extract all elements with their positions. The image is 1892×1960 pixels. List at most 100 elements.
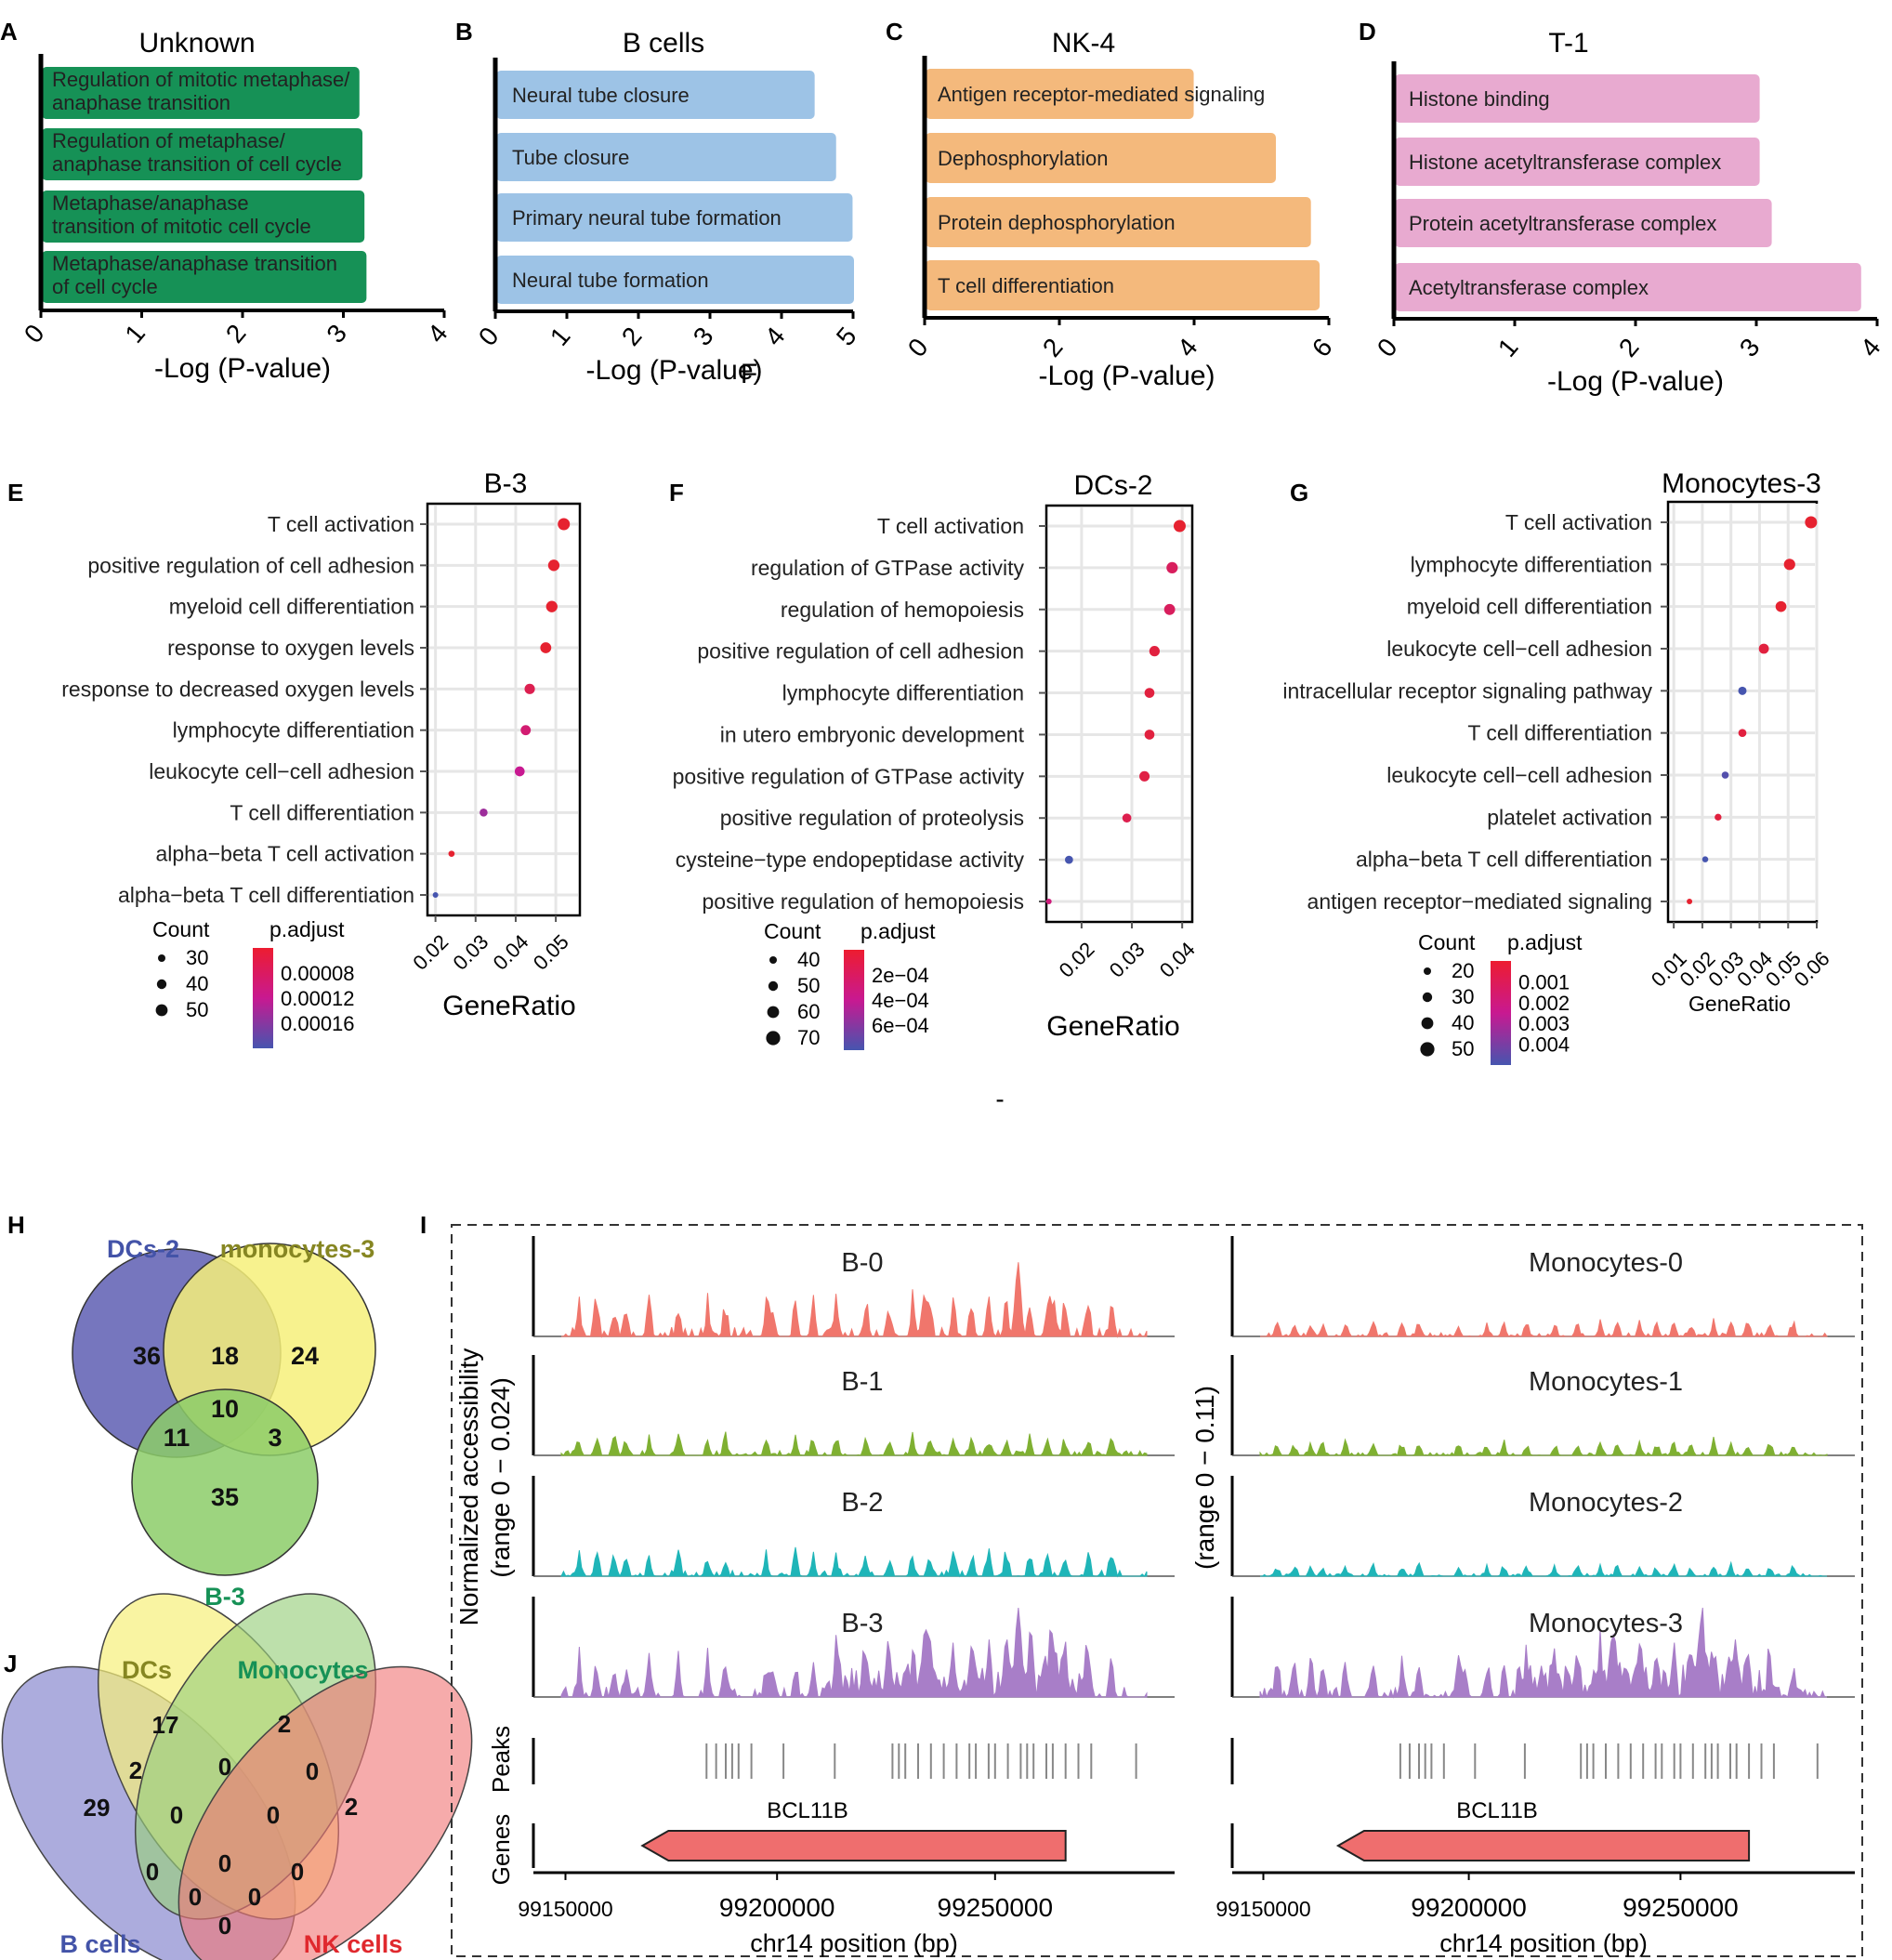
count-legend-label: 40	[797, 948, 820, 971]
dot	[1738, 686, 1747, 695]
count-legend-dot	[1424, 967, 1431, 975]
track-label: Monocytes-1	[1529, 1367, 1683, 1397]
track-left-0: B-0	[532, 1236, 1175, 1338]
count-legend-label: 30	[186, 946, 208, 969]
chart-title: NK-4	[1052, 28, 1115, 59]
dot	[1783, 559, 1795, 571]
count-legend-label: 30	[1452, 985, 1474, 1008]
coverage-area	[1260, 1318, 1828, 1338]
gene-arrow	[1335, 1830, 1751, 1861]
dot	[545, 600, 558, 612]
bar	[926, 133, 1276, 183]
venn-label: DCs	[122, 1656, 172, 1684]
bar	[496, 133, 836, 181]
dot	[1045, 899, 1052, 904]
color-legend-label: 6e−04	[872, 1014, 929, 1037]
count-legend: Count 30 40 50	[152, 917, 210, 1021]
category-label: response to decreased oxygen levels	[61, 677, 414, 701]
dot	[1758, 643, 1769, 654]
x-tick-label: 2	[616, 322, 648, 351]
category-label: lymphocyte differentiation	[782, 681, 1024, 705]
dot	[1139, 770, 1150, 782]
dot	[1701, 856, 1709, 862]
panel-letter-b: B	[455, 18, 473, 46]
category-label: platelet activation	[1487, 805, 1652, 829]
x-tick-label: 2	[220, 319, 252, 349]
count-legend-label: 70	[797, 1026, 820, 1049]
category-label: lymphocyte differentiation	[173, 718, 414, 743]
bar-label: Dephosphorylation	[938, 147, 1108, 170]
panel-letter-g: G	[1290, 479, 1308, 506]
x-tick-label: 1	[1492, 333, 1524, 362]
dot-chart-g: Monocytes-3 T cell activation lymphocyte d…	[1282, 468, 1834, 1065]
bar-label: transition of mitotic cell cycle	[52, 215, 311, 238]
color-legend-label: 2e−04	[872, 964, 929, 987]
coverage-area	[1259, 1437, 1828, 1457]
peaks-label: Peaks	[487, 1726, 515, 1793]
count-legend-label: 40	[1452, 1011, 1474, 1034]
coverage-area	[1259, 1607, 1827, 1699]
count-legend-label: 60	[797, 1000, 820, 1023]
category-label: regulation of hemopoiesis	[781, 598, 1024, 622]
bar	[1395, 138, 1760, 186]
track-label: Monocytes-2	[1529, 1488, 1683, 1518]
color-legend-title: p.adjust	[269, 917, 345, 941]
panel-letter-f: F	[669, 479, 684, 506]
track-right-2: Monocytes-2	[1230, 1476, 1855, 1577]
bar	[496, 256, 854, 304]
x-tick-label: 5	[831, 322, 862, 351]
color-legend-title: p.adjust	[1507, 930, 1583, 954]
category-label: positive regulation of proteolysis	[720, 806, 1024, 830]
panel-letter-d: D	[1359, 18, 1376, 46]
dot	[1687, 899, 1693, 904]
venn-count: 11	[164, 1424, 191, 1452]
venn-count: 35	[211, 1483, 239, 1511]
bar-label: Neural tube closure	[512, 84, 690, 107]
dot	[524, 683, 535, 694]
dot	[1775, 600, 1787, 612]
count-legend: Count 20 30 40 50	[1418, 930, 1476, 1060]
category-label: alpha−beta T cell activation	[155, 842, 414, 866]
x-tick-label: 0.03	[449, 930, 493, 975]
bar-chart-a: Unknown Regulation of mitotic metaphase/a…	[19, 28, 453, 384]
color-bar	[253, 948, 273, 1048]
x-axis-label: -Log (P-value)	[1547, 366, 1724, 397]
bar-label: Regulation of mitotic metaphase/	[52, 68, 350, 91]
x-tick-label: 4	[1855, 333, 1886, 362]
dot	[1805, 516, 1818, 529]
gene-name: BCL11B	[1456, 1798, 1538, 1823]
venn-count: 0	[146, 1858, 159, 1886]
x-axis-label: -Log (P-value)	[1038, 361, 1215, 391]
category-label: alpha−beta T cell differentiation	[1356, 848, 1652, 872]
color-legend-label: 0.00008	[281, 962, 355, 985]
x-tick-label: 2	[1613, 333, 1645, 362]
dot	[558, 518, 571, 531]
plot-panel	[1045, 504, 1194, 924]
bar-label: of cell cycle	[52, 275, 158, 298]
bar-label: Histone binding	[1409, 87, 1550, 111]
category-label: leukocyte cell−cell adhesion	[149, 759, 414, 783]
track-label: B-0	[841, 1248, 883, 1278]
count-legend-title: Count	[1418, 930, 1476, 954]
category-label: T cell activation	[877, 514, 1024, 538]
count-legend-dot	[155, 1004, 168, 1017]
stray-marks: F-	[741, 359, 1005, 1113]
category-label: intracellular receptor signaling pathway	[1282, 678, 1652, 703]
count-legend-dot	[1422, 992, 1433, 1003]
bar	[42, 128, 363, 180]
panel-letters: A B C D E F G H I J	[0, 18, 1376, 1677]
color-legend-label: 0.004	[1518, 1033, 1570, 1057]
dot	[1715, 813, 1722, 822]
count-legend-label: 50	[797, 974, 820, 997]
venn-count: 18	[211, 1342, 239, 1370]
bar	[42, 251, 367, 303]
dot	[540, 642, 552, 653]
gene-name: BCL11B	[767, 1798, 848, 1823]
track-label: Monocytes-0	[1529, 1248, 1683, 1278]
x-tick-label: 99150000	[1215, 1897, 1310, 1921]
bar-label: Metaphase/anaphase	[52, 191, 249, 215]
venn-count: 36	[133, 1342, 161, 1370]
color-legend-title: p.adjust	[861, 919, 936, 943]
